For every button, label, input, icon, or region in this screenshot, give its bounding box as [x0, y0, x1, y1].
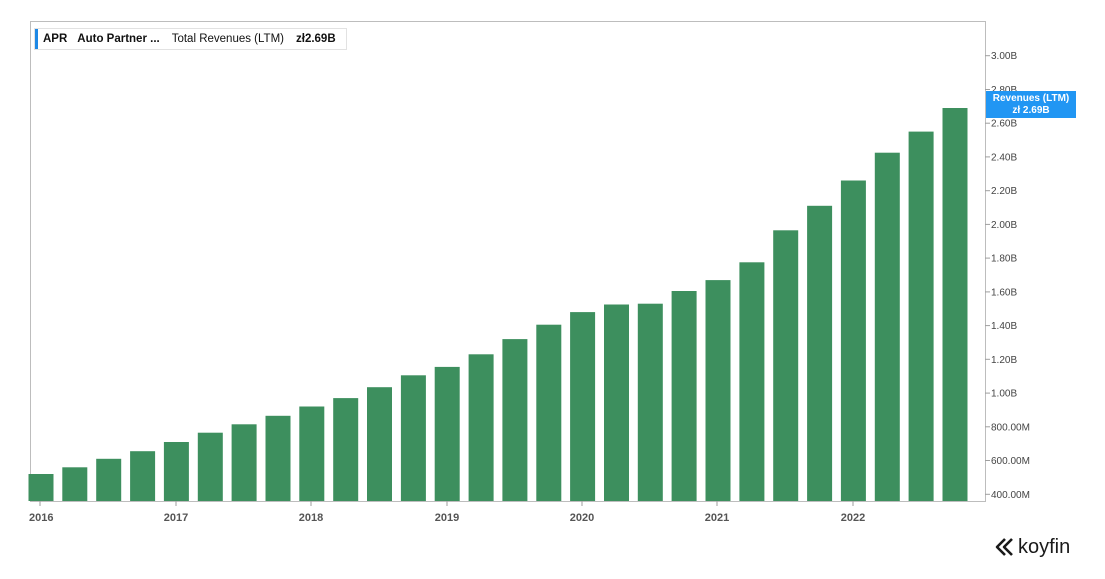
y-tick-label: 1.80B	[991, 254, 1017, 265]
bar-2020-Q1[interactable]	[570, 312, 596, 501]
y-tick-label: 3.00B	[991, 51, 1017, 62]
x-tick-label: 2018	[299, 512, 323, 524]
bar-2022-Q2[interactable]	[874, 152, 900, 501]
koyfin-chevron-icon	[995, 538, 1013, 556]
bar-2018-Q3[interactable]	[367, 387, 392, 501]
bar-2020-Q4[interactable]	[671, 291, 697, 501]
bar-2021-Q2[interactable]	[739, 262, 765, 501]
y-tick-label: 2.80B	[991, 85, 1017, 96]
y-axis: 400.00M 600.00M 800.00M 1.00B 1.20B 1.40B 1.60…	[985, 51, 1030, 501]
badge-label: Revenues (LTM)	[992, 93, 1070, 104]
x-tick-label: 2019	[435, 512, 459, 524]
y-tick-label: 2.60B	[991, 119, 1017, 130]
bar-2019-Q3[interactable]	[502, 339, 528, 501]
bar-2017-Q4[interactable]	[265, 415, 291, 501]
y-tick-label: 2.00B	[991, 220, 1017, 231]
x-tick-label: 2020	[570, 512, 594, 524]
y-tick-label: 400.00M	[991, 490, 1030, 501]
bar-2019-Q2[interactable]	[468, 354, 494, 501]
bar-2017-Q1[interactable]	[163, 442, 189, 501]
y-tick-label: 1.40B	[991, 321, 1017, 332]
bar-2021-Q3[interactable]	[773, 230, 799, 502]
last-value-badge: Revenues (LTM) zł 2.69B	[986, 91, 1076, 118]
bar-2018-Q2[interactable]	[333, 398, 359, 501]
bar-2017-Q3[interactable]	[231, 424, 257, 501]
bar-2021-Q1[interactable]	[705, 280, 731, 501]
koyfin-logo: koyfin	[995, 535, 1070, 559]
bar-2018-Q4[interactable]	[400, 375, 426, 501]
bar-2020-Q3[interactable]	[637, 303, 663, 501]
x-tick-label: 2016	[29, 512, 53, 524]
y-tick-label: 1.60B	[991, 287, 1017, 298]
plot-frame	[30, 21, 986, 502]
badge-value: zł 2.69B	[1012, 105, 1050, 116]
bar-2020-Q2[interactable]	[604, 304, 629, 502]
y-tick-label: 800.00M	[991, 422, 1030, 433]
bar-2022-Q1[interactable]	[840, 180, 866, 502]
legend-accent-bar	[35, 29, 38, 49]
legend-metric-value: zł2.69B	[296, 33, 336, 45]
bar-2016-Q4[interactable]	[130, 451, 156, 501]
bar-2019-Q4[interactable]	[536, 324, 562, 501]
y-tick-label: 2.20B	[991, 186, 1017, 197]
bar-2016-Q3[interactable]	[96, 458, 122, 501]
bar-2016-Q2[interactable]	[62, 467, 88, 501]
bar-2022-Q3[interactable]	[908, 131, 934, 501]
bar-2021-Q4[interactable]	[807, 205, 833, 502]
x-axis: 2016 2017 2018 2019 2020 2021 2022	[29, 501, 865, 524]
bar-2018-Q1[interactable]	[299, 406, 325, 502]
x-tick-label: 2017	[164, 512, 188, 524]
koyfin-wordmark: koyfin	[1018, 535, 1071, 558]
bar-2017-Q2[interactable]	[197, 432, 223, 501]
y-tick-label: 600.00M	[991, 456, 1030, 467]
bar-2022-Q4[interactable]	[942, 108, 968, 501]
x-tick-label: 2021	[705, 512, 729, 524]
y-tick-label: 2.40B	[991, 152, 1017, 163]
legend-company-name: Auto Partner ...	[77, 33, 160, 45]
series-legend[interactable]: APR Auto Partner ... Total Revenues (LTM…	[34, 28, 347, 50]
bar-2019-Q1[interactable]	[434, 366, 460, 501]
legend-metric-name: Total Revenues (LTM)	[171, 33, 284, 45]
bars-group	[28, 108, 968, 502]
x-tick-label: 2022	[841, 512, 865, 524]
bar-2016-Q1[interactable]	[28, 474, 54, 501]
y-tick-label: 1.20B	[991, 355, 1017, 366]
y-tick-label: 1.00B	[991, 389, 1017, 400]
legend-ticker: APR	[43, 33, 68, 45]
